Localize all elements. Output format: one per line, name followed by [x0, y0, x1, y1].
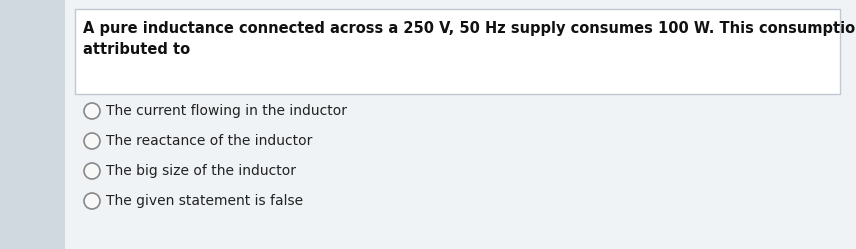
Text: A pure inductance connected across a 250 V, 50 Hz supply consumes 100 W. This co: A pure inductance connected across a 250… — [83, 21, 856, 36]
Circle shape — [84, 103, 100, 119]
Circle shape — [84, 193, 100, 209]
Text: The big size of the inductor: The big size of the inductor — [106, 164, 296, 178]
Circle shape — [84, 163, 100, 179]
Text: The current flowing in the inductor: The current flowing in the inductor — [106, 104, 347, 118]
FancyBboxPatch shape — [75, 9, 840, 94]
Circle shape — [84, 133, 100, 149]
Bar — [0, 0, 65, 249]
Text: The reactance of the inductor: The reactance of the inductor — [106, 134, 312, 148]
Text: attributed to: attributed to — [83, 42, 190, 57]
Text: The given statement is false: The given statement is false — [106, 194, 303, 208]
